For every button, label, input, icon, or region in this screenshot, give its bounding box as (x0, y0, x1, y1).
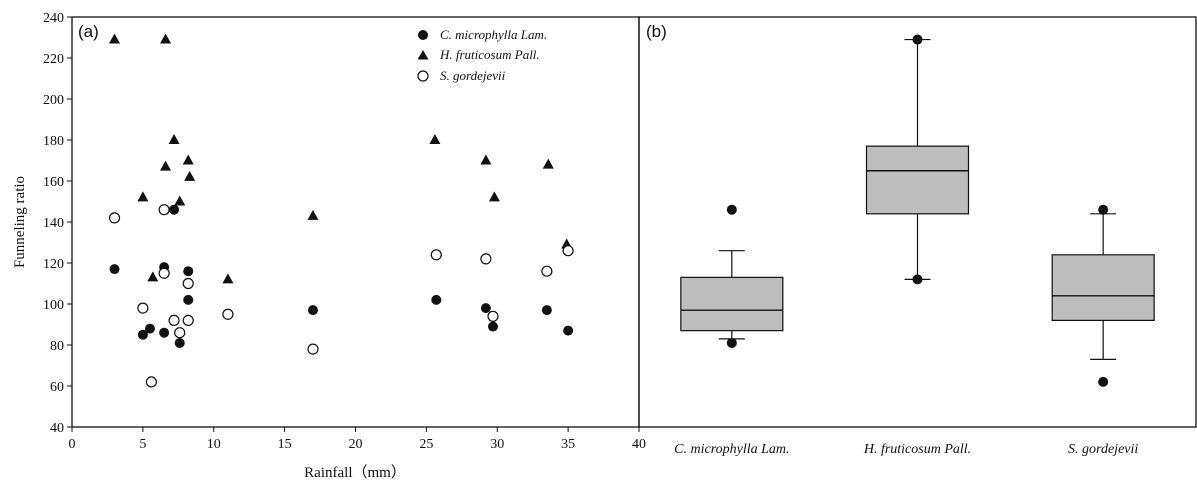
point-h-fruticosum (307, 209, 319, 220)
point-c-microphylla (169, 204, 180, 215)
point-h-fruticosum (184, 170, 196, 181)
legend-marker-c-microphylla (418, 30, 428, 40)
y-axis-title: Funneling ratio (12, 176, 28, 268)
box-iqr (1051, 254, 1155, 322)
point-h-fruticosum (182, 154, 194, 165)
point-h-fruticosum (160, 160, 172, 171)
x-tick-label: 20 (349, 437, 363, 452)
point-c-microphylla (183, 294, 194, 305)
point-h-fruticosum (222, 273, 234, 284)
point-c-microphylla (183, 266, 194, 277)
point-s-gordejevii (168, 314, 180, 326)
x-tick-label: 15 (278, 437, 292, 452)
point-s-gordejevii (182, 314, 194, 326)
point-s-gordejevii (182, 277, 194, 290)
point-s-gordejevii (137, 302, 149, 314)
category-label: S. gordejevii (1068, 442, 1138, 457)
x-tick-label: 10 (207, 437, 221, 452)
y-tick-label: 240 (43, 11, 64, 26)
point-c-microphylla (541, 305, 552, 316)
box-outlier (726, 204, 737, 215)
point-h-fruticosum (137, 191, 149, 202)
y-tick-label: 220 (43, 52, 64, 67)
y-tick-label: 80 (50, 339, 64, 354)
y-tick-label: 140 (43, 216, 64, 231)
y-tick-label: 100 (43, 298, 64, 313)
point-c-microphylla (137, 329, 148, 340)
box-outlier (912, 274, 923, 285)
x-axis-title: Rainfall（mm） (304, 464, 406, 481)
x-tick-label: 35 (561, 437, 575, 452)
box-plots: C. microphylla Lam. H. fruticosum Pall. S.… (674, 34, 1155, 457)
box-outlier (726, 337, 737, 348)
box-outlier (912, 34, 923, 45)
point-c-microphylla (174, 337, 185, 348)
point-c-microphylla (307, 305, 318, 316)
point-c-microphylla (487, 321, 498, 332)
point-h-fruticosum (109, 33, 121, 44)
legend-label-c-microphylla: C. microphylla Lam. (440, 27, 547, 42)
box-outlier (1098, 376, 1109, 387)
point-h-fruticosum (160, 33, 172, 44)
point-s-gordejevii (480, 253, 492, 265)
panel-b-label: (b) (646, 22, 667, 41)
panel-b-frame (638, 16, 1197, 428)
point-s-gordejevii (562, 245, 574, 257)
point-c-microphylla (431, 294, 442, 305)
y-tick-label: 160 (43, 175, 64, 190)
point-s-gordejevii (145, 376, 157, 388)
point-h-fruticosum (542, 158, 554, 169)
panel-a-label: (a) (78, 22, 99, 41)
scatter-points (108, 33, 574, 388)
point-c-microphylla (480, 303, 491, 314)
x-tick-label: 0 (69, 437, 76, 452)
y-tick-label: 180 (43, 134, 64, 149)
point-s-gordejevii (174, 327, 186, 339)
box-group: C. microphylla Lam. (674, 204, 790, 457)
box-iqr (680, 276, 784, 332)
x-tick-label: 30 (490, 437, 504, 452)
point-s-gordejevii (307, 343, 319, 355)
box-group: H. fruticosum Pall. (863, 34, 971, 457)
x-tick-label: 25 (419, 437, 433, 452)
point-h-fruticosum (488, 191, 500, 202)
x-tick-label: 5 (139, 437, 146, 452)
point-s-gordejevii (158, 267, 170, 279)
point-c-microphylla (563, 325, 574, 336)
point-h-fruticosum (480, 154, 492, 165)
point-s-gordejevii (430, 249, 442, 261)
point-c-microphylla (144, 323, 155, 334)
legend-marker-h-fruticosum (417, 50, 429, 60)
legend-marker-s-gordejevii (417, 70, 429, 82)
panel-a-frame (71, 16, 640, 428)
category-label: H. fruticosum Pall. (863, 442, 971, 457)
point-h-fruticosum (168, 134, 180, 144)
legend-label-s-gordejevii: S. gordejevii (440, 68, 506, 83)
x-tick-label: 40 (632, 437, 646, 452)
axes-layer: 40 60 80 100 120 140 160 180 200 220 240 0 5 10 15 20 25… (43, 11, 646, 452)
point-h-fruticosum (174, 195, 186, 206)
y-tick-label: 60 (50, 380, 64, 395)
y-tick-label: 120 (43, 257, 64, 272)
box-iqr (865, 145, 970, 215)
point-s-gordejevii (487, 310, 499, 322)
point-s-gordejevii (158, 204, 170, 216)
point-h-fruticosum (147, 271, 159, 282)
point-s-gordejevii (108, 212, 121, 224)
point-s-gordejevii (222, 308, 234, 320)
point-c-microphylla (159, 327, 170, 338)
legend: C. microphylla Lam. H. fruticosum Pall. … (417, 27, 547, 83)
box-outlier (1098, 204, 1109, 215)
y-tick-label: 40 (50, 421, 64, 436)
point-c-microphylla (109, 264, 120, 275)
legend-label-h-fruticosum: H. fruticosum Pall. (439, 47, 540, 62)
box-group: S. gordejevii (1051, 204, 1155, 457)
y-tick-label: 200 (43, 93, 64, 108)
category-label: C. microphylla Lam. (674, 442, 789, 457)
point-h-fruticosum (429, 134, 441, 144)
point-s-gordejevii (541, 265, 553, 277)
